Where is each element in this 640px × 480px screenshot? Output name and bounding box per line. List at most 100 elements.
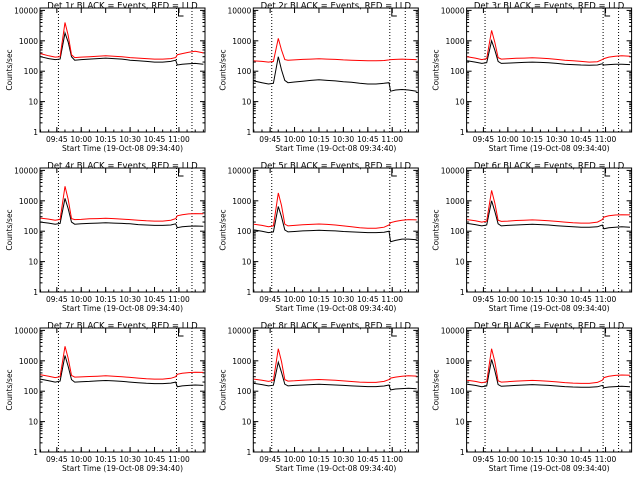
y-axis-label: Counts/sec <box>5 49 14 90</box>
x-tick-label: 10:45 <box>357 295 379 304</box>
x-tick-label: 10:00 <box>497 135 519 144</box>
interval-bracket-mark <box>391 8 397 17</box>
x-tick-label: 10:30 <box>333 455 355 464</box>
series-line-lld <box>40 186 204 222</box>
x-tick-label: 09:45 <box>259 455 281 464</box>
series-line-lld <box>253 192 417 229</box>
plot-frame <box>252 327 419 453</box>
x-tick-label: 10:15 <box>308 455 330 464</box>
interval-bracket-mark <box>178 8 184 17</box>
series-line-lld <box>467 30 631 63</box>
series-line-lld <box>40 346 204 380</box>
y-tick-label: 1 <box>33 128 38 137</box>
x-tick-label: 10:30 <box>119 135 141 144</box>
chart-title: Det 4r BLACK = Events, RED = LLD <box>47 162 198 172</box>
x-axis-label: Start Time (19-Oct-08 09:34:40) <box>275 304 396 313</box>
series-line-events <box>253 206 417 243</box>
series-line-lld <box>253 38 417 63</box>
interval-bracket-mark <box>178 168 184 177</box>
y-axis-label: Counts/sec <box>432 49 441 90</box>
series-line-lld <box>467 190 631 224</box>
y-tick-label: 10000 <box>441 6 465 15</box>
chart-panel-4: Det 4r BLACK = Events, RED = LLD 1 10 100 10… <box>5 162 206 313</box>
x-tick-label: 10:30 <box>546 455 568 464</box>
x-tick-label: 10:15 <box>95 455 117 464</box>
x-tick-label: 10:30 <box>333 295 355 304</box>
chart-title: Det 2r BLACK = Events, RED = LLD <box>261 2 412 12</box>
x-tick-label: 10:45 <box>570 295 592 304</box>
x-tick-label: 10:30 <box>546 135 568 144</box>
x-tick-label: 11:00 <box>168 455 190 464</box>
y-tick-label: 100 <box>24 67 39 76</box>
x-tick-label: 11:00 <box>381 455 403 464</box>
chart-panel-9: Det 9r BLACK = Events, RED = LLD 1 10 100 10… <box>432 322 633 473</box>
y-tick-label: 1 <box>460 288 465 297</box>
y-tick-label: 1 <box>33 288 38 297</box>
x-tick-label: 10:45 <box>144 135 166 144</box>
x-tick-label: 10:00 <box>70 135 92 144</box>
y-tick-label: 1 <box>460 128 465 137</box>
chart-panel-7: Det 7r BLACK = Events, RED = LLD 1 10 100 10… <box>5 322 206 473</box>
interval-bracket-mark <box>391 168 397 177</box>
y-tick-label: 1000 <box>19 357 38 366</box>
y-tick-label: 100 <box>237 227 252 236</box>
x-tick-label: 10:45 <box>570 135 592 144</box>
x-tick-label: 10:00 <box>70 295 92 304</box>
chart-title: Det 5r BLACK = Events, RED = LLD <box>261 162 412 172</box>
x-axis-label: Start Time (19-Oct-08 09:34:40) <box>275 144 396 153</box>
x-tick-label: 10:15 <box>95 295 117 304</box>
y-axis-label: Counts/sec <box>432 209 441 250</box>
y-tick-label: 10000 <box>227 6 251 15</box>
series-line-events <box>253 56 417 92</box>
y-axis-label: Counts/sec <box>5 369 14 410</box>
series-line-events <box>40 31 204 66</box>
series-line-lld <box>467 348 631 384</box>
y-tick-label: 10 <box>28 98 38 107</box>
y-tick-label: 100 <box>237 67 252 76</box>
series-line-events <box>467 38 631 66</box>
chart-title: Det 3r BLACK = Events, RED = LLD <box>474 2 625 12</box>
series-line-events <box>467 359 631 389</box>
chart-panel-3: Det 3r BLACK = Events, RED = LLD 1 10 100 10… <box>432 2 633 153</box>
x-axis-label: Start Time (19-Oct-08 09:34:40) <box>62 464 183 473</box>
x-tick-label: 10:00 <box>284 135 306 144</box>
plot-frame <box>39 7 206 133</box>
x-tick-label: 10:00 <box>497 295 519 304</box>
x-tick-label: 10:00 <box>284 295 306 304</box>
y-tick-label: 100 <box>450 227 465 236</box>
interval-bracket-mark <box>604 168 611 177</box>
x-tick-label: 11:00 <box>595 135 617 144</box>
chart-panel-6: Det 6r BLACK = Events, RED = LLD 1 10 100 10… <box>432 162 633 313</box>
plot-frame <box>466 167 633 293</box>
plot-frame <box>252 167 419 293</box>
y-tick-label: 1000 <box>446 197 465 206</box>
y-tick-label: 10000 <box>441 166 465 175</box>
x-tick-label: 09:45 <box>259 135 281 144</box>
y-tick-label: 1 <box>33 448 38 457</box>
x-tick-label: 10:30 <box>333 135 355 144</box>
series-line-events <box>40 355 204 388</box>
y-axis-label: Counts/sec <box>5 209 14 250</box>
y-tick-label: 1000 <box>19 37 38 46</box>
y-tick-label: 1000 <box>446 357 465 366</box>
series-line-events <box>40 198 204 229</box>
x-tick-label: 11:00 <box>595 455 617 464</box>
y-tick-label: 10000 <box>227 326 251 335</box>
x-tick-label: 09:45 <box>259 295 281 304</box>
y-tick-label: 10000 <box>227 166 251 175</box>
x-tick-label: 10:30 <box>119 455 141 464</box>
interval-bracket-mark <box>604 8 611 17</box>
y-tick-label: 1 <box>247 288 252 297</box>
y-tick-label: 10 <box>455 258 465 267</box>
y-tick-label: 10000 <box>14 326 38 335</box>
y-tick-label: 1000 <box>232 357 251 366</box>
x-tick-label: 11:00 <box>168 135 190 144</box>
y-tick-label: 1 <box>247 128 252 137</box>
y-axis-label: Counts/sec <box>432 369 441 410</box>
interval-bracket-mark <box>178 328 184 337</box>
x-axis-label: Start Time (19-Oct-08 09:34:40) <box>62 304 183 313</box>
chart-panel-8: Det 8r BLACK = Events, RED = LLD 1 10 100 10… <box>218 322 419 473</box>
y-tick-label: 1000 <box>446 37 465 46</box>
y-tick-label: 100 <box>24 227 39 236</box>
